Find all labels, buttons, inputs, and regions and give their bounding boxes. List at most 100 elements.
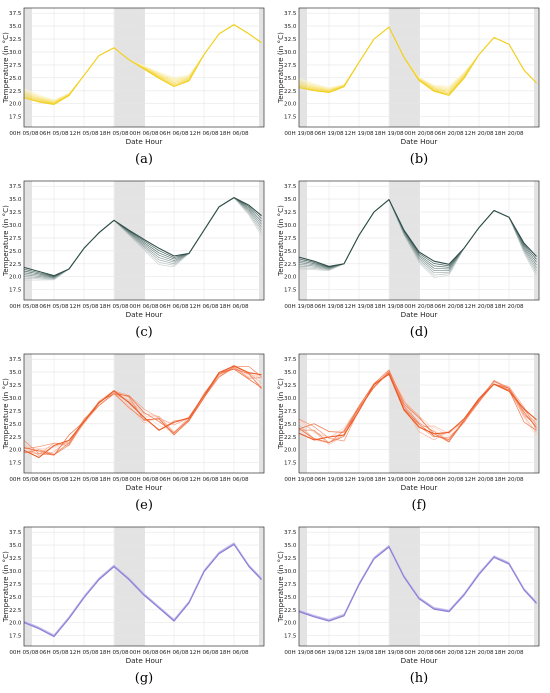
x-tick-label: 12H 05/08 bbox=[69, 650, 99, 656]
x-axis-label: Date Hour bbox=[401, 483, 438, 492]
x-tick-label: 00H 20/08 bbox=[404, 650, 434, 656]
axes-frame bbox=[298, 526, 540, 647]
night-band bbox=[114, 8, 145, 127]
y-tick-label: 35.0 bbox=[284, 370, 297, 376]
y-tick-label: 27.5 bbox=[284, 63, 297, 69]
night-band bbox=[259, 354, 264, 473]
x-tick-label: 06H 19/08 bbox=[314, 131, 344, 137]
x-axis-label: Date Hour bbox=[126, 656, 163, 665]
x-tick-label: 12H 19/08 bbox=[344, 304, 374, 310]
x-tick-label: 06H 05/08 bbox=[39, 650, 69, 656]
night-band bbox=[534, 181, 539, 300]
x-tick-label: 12H 05/08 bbox=[69, 304, 99, 310]
line-chart: 17.5 20.0 22.5 25.0 27.5 30.0 32.5 35.0 37.5 00H … bbox=[276, 7, 540, 146]
night-band bbox=[389, 8, 420, 127]
x-tick-label: 12H 06/08 bbox=[189, 131, 219, 137]
x-tick-label: 18H 20/08 bbox=[494, 131, 524, 137]
series-line bbox=[23, 197, 262, 277]
series-line bbox=[23, 543, 262, 638]
x-axis-label: Date Hour bbox=[401, 137, 438, 146]
x-tick-label: 06H 20/08 bbox=[434, 477, 464, 483]
panel-caption: (g) bbox=[134, 671, 154, 686]
chart-panel-c: 17.5 20.0 22.5 25.0 27.5 30.0 32.5 35.0 37.5 00H … bbox=[0, 173, 275, 346]
x-tick-label: 18H 06/08 bbox=[219, 477, 249, 483]
series-line bbox=[298, 546, 537, 622]
line-chart: 17.5 20.0 22.5 25.0 27.5 30.0 32.5 35.0 37.5 00H … bbox=[1, 353, 265, 492]
night-band bbox=[299, 354, 307, 473]
x-tick-label: 00H 05/08 bbox=[9, 304, 39, 310]
y-tick-label: 30.0 bbox=[9, 50, 22, 56]
x-tick-label: 12H 06/08 bbox=[189, 477, 219, 483]
x-axis-label: Date Hour bbox=[126, 483, 163, 492]
y-tick-label: 25.0 bbox=[9, 595, 22, 601]
y-tick-label: 32.5 bbox=[9, 210, 22, 216]
x-tick-label: 12H 06/08 bbox=[189, 304, 219, 310]
y-tick-label: 20.0 bbox=[9, 275, 22, 281]
y-tick-label: 20.0 bbox=[9, 621, 22, 627]
y-tick-label: 32.5 bbox=[284, 556, 297, 562]
y-tick-label: 27.5 bbox=[284, 236, 297, 242]
y-tick-label: 20.0 bbox=[284, 102, 297, 108]
y-tick-label: 20.0 bbox=[284, 621, 297, 627]
series-line bbox=[298, 199, 537, 267]
x-tick-label: 00H 05/08 bbox=[9, 650, 39, 656]
y-tick-label: 25.0 bbox=[9, 422, 22, 428]
x-tick-label: 06H 19/08 bbox=[314, 477, 344, 483]
series-line bbox=[298, 369, 537, 444]
y-tick-label: 20.0 bbox=[284, 448, 297, 454]
y-tick-label: 22.5 bbox=[284, 608, 297, 614]
x-tick-label: 18H 05/08 bbox=[99, 650, 129, 656]
x-tick-label: 00H 19/08 bbox=[284, 304, 314, 310]
y-tick-label: 32.5 bbox=[9, 37, 22, 43]
night-band bbox=[259, 181, 264, 300]
night-band bbox=[534, 527, 539, 646]
night-band bbox=[299, 181, 307, 300]
chart-panel-d: 17.5 20.0 22.5 25.0 27.5 30.0 32.5 35.0 37.5 00H … bbox=[275, 173, 550, 346]
x-tick-label: 00H 19/08 bbox=[284, 650, 314, 656]
x-tick-label: 06H 06/08 bbox=[159, 477, 189, 483]
panel-caption: (f) bbox=[411, 498, 427, 513]
x-tick-label: 00H 20/08 bbox=[404, 477, 434, 483]
y-axis-label: Temperature (in °C) bbox=[1, 32, 10, 104]
x-tick-label: 06H 20/08 bbox=[434, 650, 464, 656]
line-chart: 17.5 20.0 22.5 25.0 27.5 30.0 32.5 35.0 37.5 00H … bbox=[276, 353, 540, 492]
x-tick-label: 18H 19/08 bbox=[374, 131, 404, 137]
series-line bbox=[298, 370, 537, 442]
y-tick-label: 37.5 bbox=[284, 184, 297, 190]
y-tick-label: 32.5 bbox=[284, 383, 297, 389]
night-band bbox=[24, 354, 32, 473]
y-tick-label: 20.0 bbox=[284, 275, 297, 281]
night-band bbox=[299, 527, 307, 646]
x-tick-label: 12H 05/08 bbox=[69, 131, 99, 137]
x-axis-label: Date Hour bbox=[126, 310, 163, 319]
x-tick-label: 18H 20/08 bbox=[494, 304, 524, 310]
x-tick-label: 06H 19/08 bbox=[314, 650, 344, 656]
x-tick-label: 00H 20/08 bbox=[404, 304, 434, 310]
x-tick-label: 00H 06/08 bbox=[129, 477, 159, 483]
night-band bbox=[389, 181, 420, 300]
series-line bbox=[23, 368, 262, 455]
x-tick-label: 00H 19/08 bbox=[284, 131, 314, 137]
panel-caption: (d) bbox=[409, 325, 429, 340]
x-tick-label: 18H 06/08 bbox=[219, 131, 249, 137]
x-tick-label: 06H 06/08 bbox=[159, 131, 189, 137]
y-tick-label: 37.5 bbox=[9, 11, 22, 17]
y-tick-label: 32.5 bbox=[9, 556, 22, 562]
y-tick-label: 25.0 bbox=[284, 249, 297, 255]
y-tick-label: 37.5 bbox=[284, 11, 297, 17]
y-tick-label: 27.5 bbox=[9, 409, 22, 415]
y-tick-label: 20.0 bbox=[9, 448, 22, 454]
x-tick-label: 06H 20/08 bbox=[434, 304, 464, 310]
axes-frame bbox=[298, 7, 540, 128]
y-tick-label: 35.0 bbox=[9, 197, 22, 203]
y-tick-label: 27.5 bbox=[9, 236, 22, 242]
y-tick-label: 35.0 bbox=[9, 543, 22, 549]
y-tick-label: 17.5 bbox=[284, 115, 297, 121]
y-tick-label: 27.5 bbox=[284, 409, 297, 415]
series-line bbox=[23, 542, 262, 636]
x-tick-label: 00H 06/08 bbox=[129, 131, 159, 137]
x-tick-label: 12H 19/08 bbox=[344, 131, 374, 137]
x-tick-label: 12H 20/08 bbox=[464, 304, 494, 310]
y-tick-label: 27.5 bbox=[9, 582, 22, 588]
